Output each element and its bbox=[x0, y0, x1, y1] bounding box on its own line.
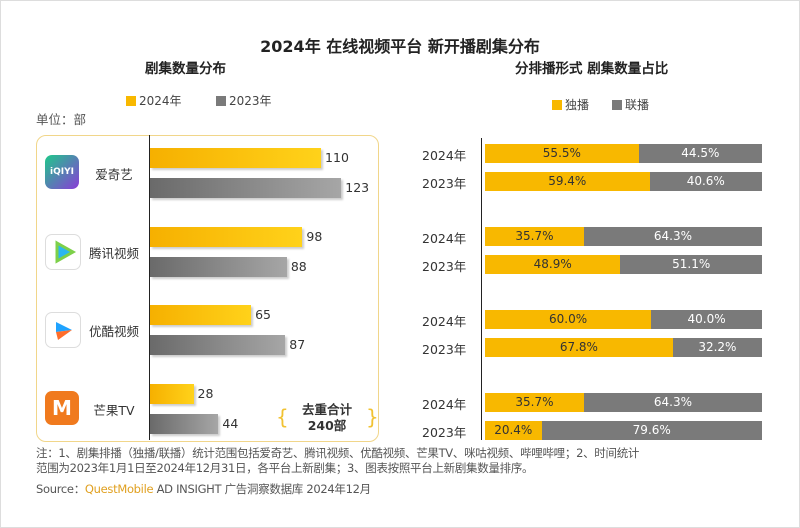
iqiyi-logo-icon: iQIYI bbox=[45, 155, 79, 189]
bar-value-label: 44 bbox=[222, 416, 239, 431]
bar-2023 bbox=[150, 257, 287, 277]
legend-2024: 2024年 bbox=[126, 92, 182, 109]
bar-joint bbox=[583, 227, 762, 246]
bar-value-label: 40.0% bbox=[687, 312, 726, 326]
bar-value-label: 64.3% bbox=[653, 395, 692, 409]
year-label: 2023年 bbox=[422, 425, 467, 440]
bar-value-label: 40.6% bbox=[686, 174, 725, 188]
bar-value-label: 60.0% bbox=[549, 312, 588, 326]
bar-joint bbox=[672, 338, 762, 357]
bar-joint bbox=[638, 144, 762, 163]
year-label: 2024年 bbox=[422, 231, 467, 246]
year-label: 2024年 bbox=[422, 148, 467, 163]
bar-value-label: 28 bbox=[197, 386, 214, 401]
legend-2023: 2023年 bbox=[216, 92, 272, 109]
year-label: 2023年 bbox=[422, 259, 467, 274]
bar-value-label: 64.3% bbox=[653, 229, 692, 243]
year-label: 2024年 bbox=[422, 397, 467, 412]
footer: 注：1、剧集排播（独播/联播）统计范围包括爱奇艺、腾讯视频、优酷视频、芒果TV、… bbox=[36, 446, 786, 497]
bar-value-label: 79.6% bbox=[632, 423, 671, 437]
left-chart-panel bbox=[36, 135, 379, 442]
brace-left: { bbox=[276, 405, 289, 429]
bar-value-label: 44.5% bbox=[681, 146, 720, 160]
youku-logo-icon bbox=[45, 312, 81, 348]
note: 注：1、剧集排播（独播/联播）统计范围包括爱奇艺、腾讯视频、优酷视频、芒果TV、… bbox=[36, 446, 640, 475]
page-title: 2024年 在线视频平台 新开播剧集分布 bbox=[260, 37, 540, 56]
bar-value-label: 88 bbox=[290, 259, 307, 274]
bar-joint bbox=[583, 393, 762, 412]
bar-exclusive bbox=[485, 255, 621, 274]
source: Source：QuestMobile AD INSIGHT 广告洞察数据库 20… bbox=[36, 482, 371, 496]
bar-joint bbox=[649, 172, 762, 191]
year-label: 2023年 bbox=[422, 342, 467, 357]
bar-value-label: 35.7% bbox=[515, 229, 554, 243]
category-label: 腾讯视频 bbox=[88, 246, 139, 261]
bar-joint bbox=[620, 255, 762, 274]
bar-exclusive bbox=[485, 227, 584, 246]
category-label: 芒果TV bbox=[93, 403, 135, 418]
bar-joint bbox=[541, 421, 762, 440]
bar-2023 bbox=[150, 178, 342, 198]
bar-2023 bbox=[150, 335, 286, 355]
bar-value-label: 55.5% bbox=[542, 146, 581, 160]
bar-exclusive bbox=[485, 421, 542, 440]
category-label: 爱奇艺 bbox=[95, 167, 133, 182]
bar-2024 bbox=[150, 148, 322, 168]
bar-value-label: 123 bbox=[345, 180, 370, 195]
right-axis bbox=[481, 138, 482, 440]
bar-value-label: 35.7% bbox=[515, 395, 554, 409]
bar-2024 bbox=[150, 305, 252, 325]
bar-value-label: 20.4% bbox=[494, 423, 533, 437]
bar-value-label: 65 bbox=[255, 307, 271, 322]
brace-right: } bbox=[366, 405, 379, 429]
bar-value-label: 87 bbox=[289, 337, 306, 352]
bar-exclusive bbox=[485, 310, 652, 329]
right-chart-title: 分排播形式 剧集数量占比 bbox=[515, 61, 669, 77]
bar-value-label: 48.9% bbox=[533, 257, 572, 271]
legend-exclusive: 独播 bbox=[552, 96, 589, 113]
bar-exclusive bbox=[485, 393, 584, 412]
bar-value-label: 51.1% bbox=[672, 257, 711, 271]
bar-exclusive bbox=[485, 172, 650, 191]
bar-value-label: 98 bbox=[306, 229, 323, 244]
unit-label: 单位：部 bbox=[36, 112, 87, 127]
left-chart-title: 剧集数量分布 bbox=[145, 61, 226, 77]
category-label: 优酷视频 bbox=[88, 324, 139, 339]
bar-exclusive bbox=[485, 144, 639, 163]
year-label: 2024年 bbox=[422, 314, 467, 329]
bar-joint bbox=[651, 310, 762, 329]
bar-2023 bbox=[150, 414, 219, 434]
tencent-video-logo-icon bbox=[45, 234, 81, 270]
bar-exclusive bbox=[485, 338, 673, 357]
legend-joint: 联播 bbox=[612, 96, 649, 113]
bar-value-label: 110 bbox=[325, 150, 349, 165]
dedup-total: 去重合计 240部 bbox=[301, 402, 352, 433]
bar-value-label: 59.4% bbox=[548, 174, 587, 188]
bar-2024 bbox=[150, 384, 194, 404]
year-label: 2023年 bbox=[422, 176, 467, 191]
bar-value-label: 32.2% bbox=[698, 340, 737, 354]
y-axis bbox=[149, 135, 150, 440]
mango-tv-logo-icon: M bbox=[45, 391, 79, 425]
bar-value-label: 67.8% bbox=[559, 340, 598, 354]
bar-2024 bbox=[150, 227, 303, 247]
